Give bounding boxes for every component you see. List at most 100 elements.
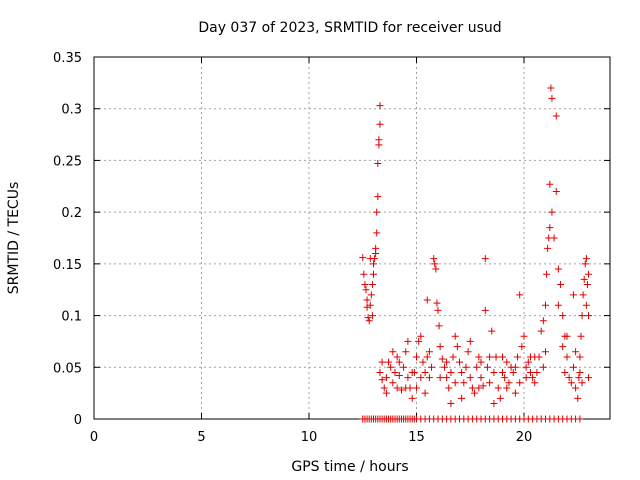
data-point xyxy=(425,374,433,382)
data-point xyxy=(421,389,429,397)
data-point xyxy=(563,353,571,361)
data-point xyxy=(382,374,390,382)
data-point xyxy=(366,255,374,263)
data-point xyxy=(370,270,377,278)
data-point xyxy=(577,332,585,340)
y-tick-label: 0.25 xyxy=(53,154,82,169)
data-point xyxy=(366,301,374,309)
data-point xyxy=(468,384,476,392)
data-point xyxy=(522,363,530,371)
data-point xyxy=(499,368,506,376)
data-point xyxy=(503,384,511,392)
data-points xyxy=(359,84,592,423)
data-point xyxy=(415,337,423,345)
data-point xyxy=(417,332,425,340)
data-point xyxy=(539,363,547,371)
data-point xyxy=(522,374,530,382)
data-point xyxy=(578,379,586,387)
data-point xyxy=(464,348,472,356)
data-point xyxy=(492,353,500,361)
data-point xyxy=(533,368,541,376)
data-point xyxy=(583,281,591,289)
data-point xyxy=(440,363,448,371)
data-point xyxy=(554,265,562,273)
data-point xyxy=(380,384,388,392)
data-point xyxy=(408,368,416,376)
data-point xyxy=(372,250,380,258)
data-point xyxy=(539,317,547,325)
data-point xyxy=(475,353,483,361)
data-point xyxy=(501,374,509,382)
data-point xyxy=(413,384,420,392)
data-point xyxy=(518,343,526,351)
data-point xyxy=(445,384,453,392)
data-point xyxy=(569,363,577,371)
data-point xyxy=(402,348,410,356)
data-point xyxy=(548,208,556,216)
data-point xyxy=(520,332,528,340)
data-point xyxy=(376,368,384,376)
data-point xyxy=(481,255,489,263)
data-point xyxy=(404,374,412,382)
chart-title: Day 037 of 2023, SRMTID for receiver usu… xyxy=(198,20,501,36)
data-point xyxy=(368,281,376,289)
data-point xyxy=(359,254,367,262)
data-point xyxy=(436,343,444,351)
data-point xyxy=(576,415,584,423)
data-point xyxy=(578,312,586,320)
data-point xyxy=(421,368,429,376)
data-point xyxy=(376,102,384,110)
data-point xyxy=(458,394,466,402)
grid xyxy=(94,57,610,419)
data-point xyxy=(516,291,524,299)
data-point xyxy=(574,394,582,402)
data-point xyxy=(546,224,554,232)
data-point xyxy=(400,363,408,371)
data-point xyxy=(360,270,368,278)
data-point xyxy=(393,384,401,392)
data-point xyxy=(544,244,552,252)
x-axis-label: GPS time / hours xyxy=(291,459,408,475)
data-point xyxy=(569,291,577,299)
data-point xyxy=(449,353,457,361)
data-point xyxy=(475,384,483,392)
data-point xyxy=(557,281,565,289)
data-point xyxy=(436,374,444,382)
data-point xyxy=(375,136,383,144)
data-point xyxy=(496,394,504,402)
data-point xyxy=(361,281,369,289)
data-point xyxy=(362,286,370,294)
data-point xyxy=(376,120,384,128)
data-point xyxy=(576,353,584,361)
data-point xyxy=(417,374,425,382)
data-point xyxy=(483,363,491,371)
data-point xyxy=(447,368,455,376)
data-point xyxy=(582,255,590,263)
data-point xyxy=(486,379,494,387)
data-point xyxy=(511,389,519,397)
data-point xyxy=(494,384,502,392)
data-point xyxy=(529,374,537,382)
data-point xyxy=(582,301,590,309)
data-point xyxy=(559,312,567,320)
data-point xyxy=(368,312,376,320)
data-point xyxy=(477,374,485,382)
data-point xyxy=(526,353,534,361)
data-point xyxy=(561,368,569,376)
data-point xyxy=(565,374,573,382)
y-tick-label: 0 xyxy=(74,413,82,428)
data-point xyxy=(466,337,474,345)
data-point xyxy=(490,399,498,407)
data-point xyxy=(367,291,375,299)
data-point xyxy=(451,379,459,387)
data-point xyxy=(503,358,511,366)
data-point xyxy=(554,301,562,309)
data-point xyxy=(466,374,474,382)
axis-ticks: 0 5 10 15 20 0 0.05 0.1 0.15 0.2 0.25 0.3 0.35 xyxy=(53,51,610,445)
y-tick-label: 0.15 xyxy=(53,258,82,273)
data-point xyxy=(430,255,438,263)
data-point xyxy=(443,358,451,366)
y-tick-label: 0.2 xyxy=(61,206,82,221)
data-point xyxy=(552,112,560,120)
data-point xyxy=(481,306,489,314)
